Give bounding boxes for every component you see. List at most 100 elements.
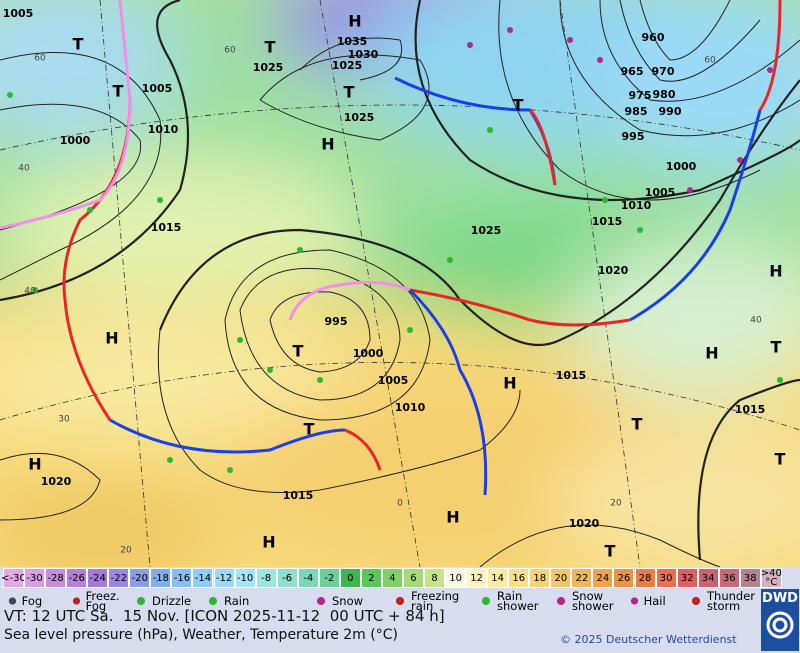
pressure-label: 1010 <box>621 199 652 212</box>
pressure-label: 1015 <box>151 221 182 234</box>
pressure-label: 1020 <box>598 264 629 277</box>
scale-cell: 18 <box>529 568 551 588</box>
snow-symbols <box>467 27 773 193</box>
pressure-label: 1015 <box>556 369 587 382</box>
isotherm-label: 60 <box>224 46 236 56</box>
scale-cell: 34 <box>697 568 719 588</box>
legend-item: Snow <box>313 590 383 612</box>
dwd-logo: DWD <box>761 589 799 651</box>
pressure-label: 985 <box>625 105 648 118</box>
legend-label: Rain shower <box>497 589 539 613</box>
scale-cell: 6 <box>402 568 424 588</box>
pressure-label: 1020 <box>569 517 600 530</box>
scale-low: <-30 <box>1 568 26 588</box>
pressure-system: T <box>113 82 124 101</box>
pressure-label: 1005 <box>378 374 409 387</box>
pressure-label: 1025 <box>253 61 284 74</box>
pressure-label: 1000 <box>60 134 91 147</box>
pressure-label: 960 <box>642 31 665 44</box>
isotherm-label: 40 <box>750 316 762 326</box>
pressure-label: 1000 <box>353 347 384 360</box>
scale-cell: -26 <box>66 568 88 588</box>
temperature-field <box>0 0 800 567</box>
pressure-label: 1010 <box>395 401 426 414</box>
pressure-label: 1005 <box>645 186 676 199</box>
logo-text: DWD <box>762 591 798 606</box>
legend-item: Hail <box>628 590 683 612</box>
isotherm-label: 30 <box>58 415 70 425</box>
isotherm-label: 40 <box>24 287 36 297</box>
isobars <box>0 0 800 567</box>
legend-icon <box>478 594 494 608</box>
scale-cell: 8 <box>424 568 446 588</box>
pressure-system: T <box>293 342 304 361</box>
pressure-system: H <box>28 455 41 474</box>
scale-cell: 14 <box>487 568 509 588</box>
scale-cell: 0 <box>339 568 361 588</box>
legend-label: Thunder storm <box>707 589 755 613</box>
pressure-label: 1030 <box>348 48 379 61</box>
isotherm-label: 40 <box>18 164 30 174</box>
legend-icon <box>392 594 408 608</box>
legend-label: Freez. Fog <box>85 589 120 613</box>
pressure-label: 1015 <box>283 489 314 502</box>
copyright: © 2025 Deutscher Wetterdienst <box>560 633 737 646</box>
pressure-system: H <box>262 533 275 552</box>
pressure-system: H <box>769 262 782 281</box>
scale-cell: -4 <box>297 568 319 588</box>
pressure-system: T <box>632 415 643 434</box>
pressure-label: 1025 <box>332 59 363 72</box>
pressure-label: 1000 <box>666 160 697 173</box>
scale-cell: -6 <box>276 568 298 588</box>
pressure-system: T <box>771 338 782 357</box>
legend-item: Thunder storm <box>688 590 758 612</box>
scale-cell: 12 <box>466 568 488 588</box>
pressure-label: 1010 <box>148 123 179 136</box>
pressure-system: T <box>304 420 315 439</box>
scale-cell: -20 <box>129 568 151 588</box>
isotherm-label: 20 <box>120 546 132 556</box>
isotherm-label: 20 <box>610 499 622 509</box>
pressure-label: 1005 <box>3 7 34 20</box>
pressure-label: 1005 <box>142 82 173 95</box>
valid-time: VT: 12 UTC Sa. 15 Nov. [ICON 2025-11-12 … <box>4 607 445 625</box>
legend-label: Rain <box>224 594 250 608</box>
weather-symbols <box>7 92 783 473</box>
fronts <box>0 0 782 496</box>
isotherm-label: 60 <box>704 56 716 66</box>
scale-cell: -16 <box>171 568 193 588</box>
scale-high: >40 °C <box>760 568 782 588</box>
legend-icon <box>553 594 569 608</box>
pressure-label: 1025 <box>344 111 375 124</box>
pressure-label: 965 <box>621 65 644 78</box>
scale-cell: 16 <box>508 568 530 588</box>
legend-icon <box>70 594 83 608</box>
pressure-system: T <box>344 83 355 102</box>
scale-cell: 28 <box>634 568 656 588</box>
scale-cell: 2 <box>360 568 382 588</box>
pressure-label: 1015 <box>735 403 766 416</box>
scale-cell: 32 <box>676 568 698 588</box>
legend-icon <box>205 594 221 608</box>
pressure-system: H <box>105 329 118 348</box>
pressure-system: H <box>321 135 334 154</box>
pressure-system: T <box>605 542 616 561</box>
scale-cell: -30 <box>24 568 46 588</box>
scale-cell: 26 <box>613 568 635 588</box>
legend-label: Fog <box>21 594 43 608</box>
scale-cell: -24 <box>87 568 109 588</box>
scale-cell: -12 <box>213 568 235 588</box>
pressure-label: 990 <box>659 105 682 118</box>
legend-item: Rain shower <box>478 590 548 612</box>
legend-item: Snow shower <box>553 590 623 612</box>
legend-item: Drizzle <box>133 590 203 612</box>
pressure-system: H <box>348 12 361 31</box>
scale-cell: -22 <box>108 568 130 588</box>
legend-icon <box>688 594 704 608</box>
pressure-system: T <box>775 450 786 469</box>
pressure-label: 1025 <box>471 224 502 237</box>
legend-icon <box>628 594 641 608</box>
pressure-system: T <box>513 96 524 115</box>
